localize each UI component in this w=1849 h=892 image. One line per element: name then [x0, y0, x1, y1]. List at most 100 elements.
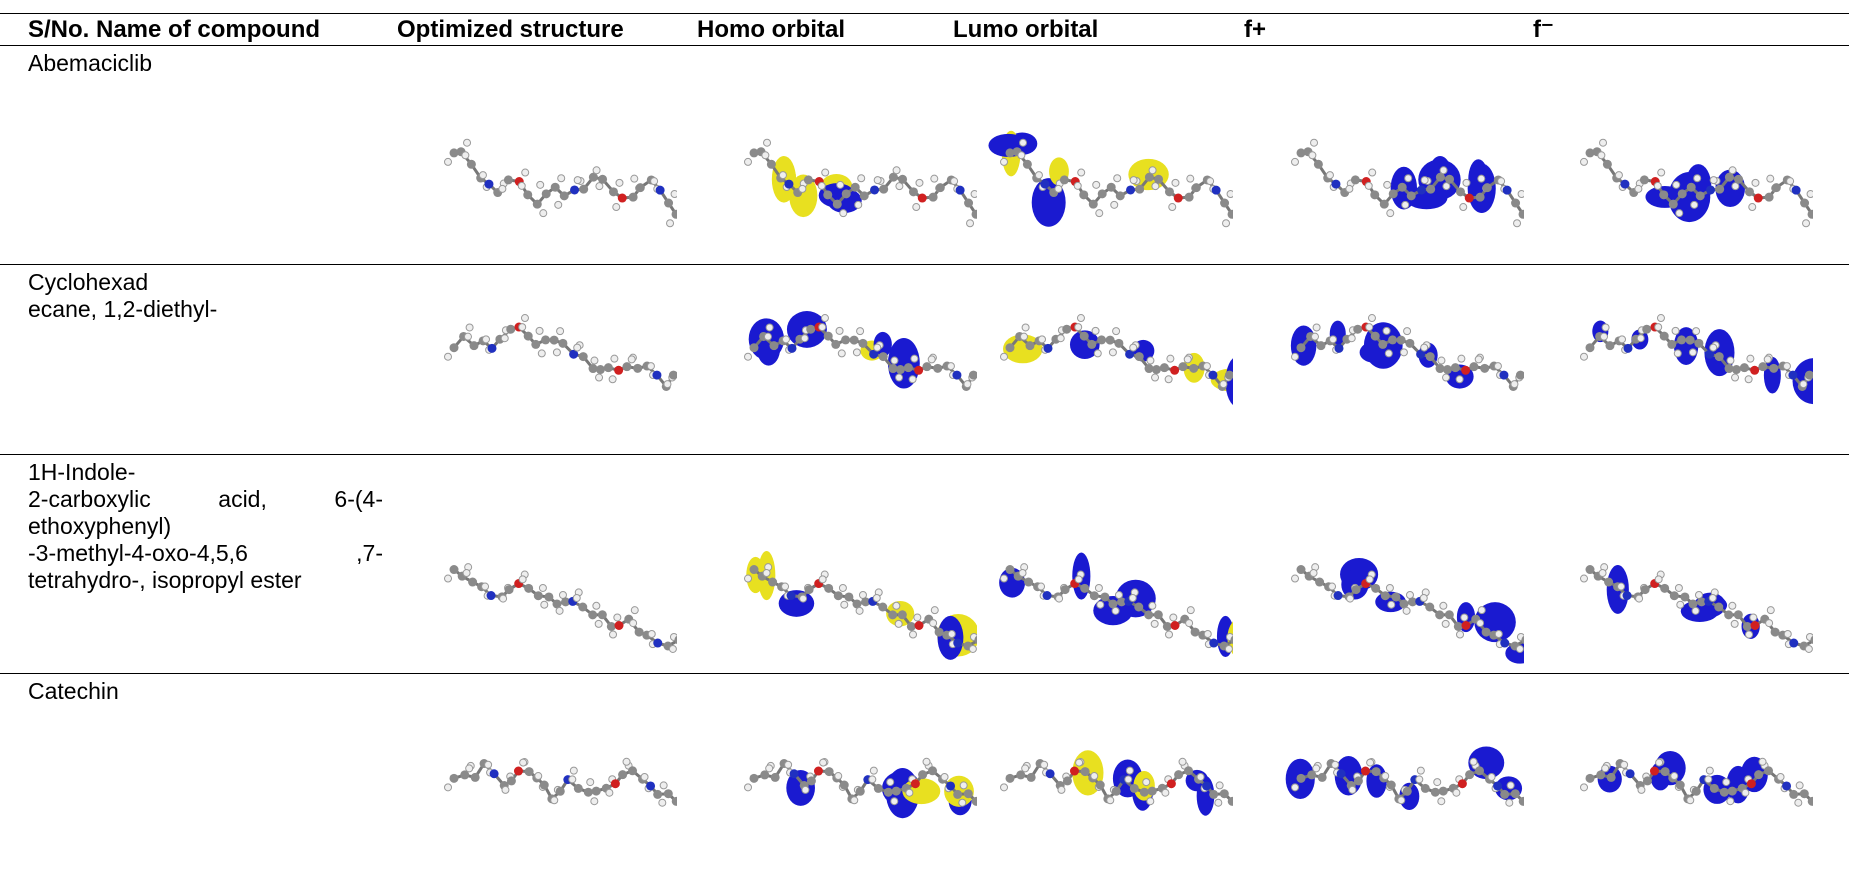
header-cell: Homo orbital [697, 16, 845, 43]
hydrogen [912, 203, 921, 212]
hydrogen [1309, 569, 1318, 578]
atom [468, 577, 478, 587]
hydrogen [1693, 174, 1702, 183]
atom [1623, 343, 1633, 353]
hydrogen [1690, 200, 1699, 209]
hydrogen [1617, 335, 1626, 344]
molecule-image [744, 551, 977, 660]
hydrogen [1129, 343, 1138, 352]
atom [879, 184, 889, 194]
atom [831, 339, 841, 349]
hydrogen [1128, 593, 1137, 602]
atom [1739, 363, 1749, 373]
hydrogen [1455, 375, 1464, 384]
atom [1688, 599, 1698, 609]
atom [855, 786, 865, 796]
atom [897, 610, 907, 620]
hydrogen [835, 326, 844, 335]
hydrogen [1799, 380, 1808, 389]
hydrogen [630, 606, 639, 615]
hydrogen [1474, 355, 1483, 364]
hydrogen [1620, 760, 1629, 769]
hydrogen [839, 209, 848, 218]
atom [1353, 776, 1363, 786]
hydrogen [1745, 630, 1754, 639]
atom [813, 766, 823, 776]
atom [1153, 610, 1163, 620]
atom [1464, 193, 1474, 203]
hydrogen [1226, 190, 1233, 199]
atom [1396, 335, 1406, 345]
hydrogen [463, 332, 472, 341]
atom [1523, 373, 1524, 379]
atom [850, 182, 860, 192]
hydrogen [905, 788, 914, 797]
atom [789, 769, 799, 779]
hydrogen [1705, 766, 1714, 775]
hydrogen [540, 600, 549, 609]
atom [955, 185, 965, 195]
atom [1791, 185, 1801, 195]
hydrogen [1368, 168, 1377, 177]
atom [1769, 363, 1779, 373]
hydrogen [1416, 766, 1425, 775]
hydrogen [1691, 606, 1700, 615]
atom [1080, 767, 1090, 777]
atom [974, 635, 977, 645]
molecule-image [444, 563, 677, 653]
hydrogen [605, 788, 614, 797]
hydrogen [1000, 783, 1009, 792]
hydrogen [852, 348, 861, 357]
atom [1106, 182, 1116, 192]
hydrogen [1614, 171, 1623, 180]
atom [1126, 185, 1136, 195]
atom [1025, 341, 1035, 351]
name-line: tetrahydro-, isopropyl ester [28, 567, 302, 593]
atom [1089, 591, 1099, 601]
hydrogen [1439, 166, 1448, 175]
hydrogen [1674, 583, 1683, 592]
atom [1585, 565, 1595, 575]
atom [635, 183, 645, 193]
hydrogen [1802, 219, 1811, 228]
hydrogen [1312, 764, 1321, 773]
hydrogen [1653, 181, 1662, 190]
hydrogen [1670, 772, 1679, 781]
atom [541, 335, 551, 345]
hydrogen [1166, 354, 1175, 363]
atom [1764, 192, 1774, 202]
hydrogen [892, 601, 901, 610]
atom [1625, 769, 1635, 779]
atom [1444, 610, 1454, 620]
hydrogen [1487, 772, 1496, 781]
atom [1659, 190, 1669, 200]
hydrogen [1692, 327, 1701, 336]
hydrogen [539, 209, 548, 218]
atom [1744, 187, 1754, 197]
atom [1596, 770, 1606, 780]
atom [1461, 621, 1471, 631]
hydrogen [608, 375, 617, 384]
hydrogen [1328, 335, 1337, 344]
hydrogen [892, 166, 901, 175]
hydrogen [1040, 760, 1049, 769]
atom [1313, 159, 1323, 169]
atom [1668, 199, 1678, 209]
atom [1499, 370, 1509, 380]
atom [1691, 786, 1701, 796]
atom [1144, 610, 1154, 620]
hydrogen [481, 335, 490, 344]
hydrogen [1000, 574, 1009, 583]
hydrogen [1367, 314, 1376, 323]
hydrogen [520, 314, 529, 323]
atom [1105, 335, 1115, 345]
atom [588, 172, 598, 182]
atom [1680, 592, 1690, 602]
atom [506, 324, 516, 334]
atom [861, 597, 871, 607]
hydrogen [1580, 352, 1589, 361]
atom [1219, 789, 1229, 799]
hydrogen [1656, 314, 1665, 323]
hydrogen [1513, 219, 1522, 228]
atom [1144, 172, 1154, 182]
